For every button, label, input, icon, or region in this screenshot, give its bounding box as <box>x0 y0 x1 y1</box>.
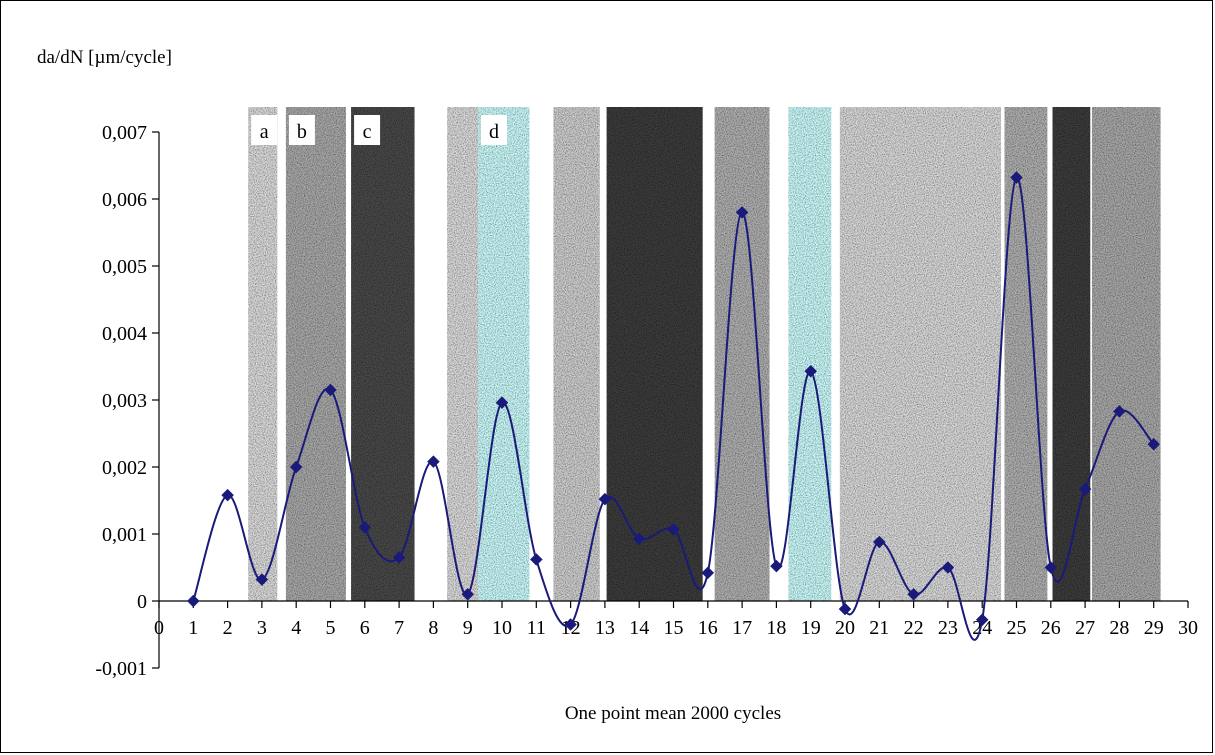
data-point <box>1010 171 1023 184</box>
band-12 <box>1052 107 1091 601</box>
data-point <box>461 587 475 601</box>
band-label-c: c <box>363 121 372 143</box>
band-5 <box>477 107 530 601</box>
band-7 <box>606 107 703 601</box>
data-point <box>1113 405 1126 418</box>
data-point <box>324 383 337 397</box>
band-2 <box>285 107 346 601</box>
data-point <box>632 532 646 546</box>
y-tick-label: 0,007 <box>102 122 147 144</box>
x-tick-label: 1 <box>188 617 198 639</box>
band-10 <box>839 107 1002 601</box>
x-tick-label: 25 <box>1007 617 1027 639</box>
x-tick-label: 19 <box>801 617 821 639</box>
data-point <box>529 553 543 566</box>
shaded-bands: a b c d <box>248 107 1161 601</box>
x-axis-title: One point mean 2000 cycles <box>565 703 781 724</box>
series-line <box>192 176 1155 641</box>
series-path <box>192 176 1155 641</box>
band-6 <box>553 107 600 601</box>
data-point <box>598 492 612 506</box>
band-label-box-c <box>354 115 381 145</box>
band-label-box-a <box>251 115 278 145</box>
data-point <box>770 559 783 573</box>
band-label-box-b <box>288 115 315 145</box>
data-point <box>1078 482 1092 496</box>
data-point <box>941 561 955 574</box>
data-point <box>564 618 577 631</box>
band-label-d: d <box>489 121 499 143</box>
band-label-b: b <box>297 121 307 143</box>
y-tick-label: 0,001 <box>102 524 147 546</box>
data-point <box>667 522 680 536</box>
y-tick-label: 0,005 <box>102 256 147 278</box>
data-point <box>186 594 200 608</box>
band-8 <box>714 107 770 601</box>
data-point <box>838 602 852 616</box>
data-point <box>735 206 749 219</box>
data-point <box>255 573 269 586</box>
x-tick-label: 30 <box>1178 617 1198 639</box>
x-tick-label: 20 <box>835 617 855 639</box>
x-tick-label: 15 <box>664 617 684 639</box>
band-1 <box>248 107 278 601</box>
x-tick-label: 6 <box>360 617 370 639</box>
x-tick-label: 11 <box>527 617 546 639</box>
band-9 <box>788 107 832 601</box>
x-tick-label: 13 <box>595 617 615 639</box>
x-tick-label: 8 <box>428 617 438 639</box>
data-point <box>804 364 818 378</box>
data-point <box>495 396 509 410</box>
data-point <box>392 551 406 564</box>
band-4 <box>447 107 478 601</box>
band-label-a: a <box>260 121 269 143</box>
y-tick-label: 0,002 <box>102 457 147 479</box>
x-tick-label: 3 <box>257 617 267 639</box>
data-point <box>1044 561 1058 574</box>
data-point <box>907 587 920 601</box>
axes: -0,001 0 0,001 0,002 0,003 0,004 0,005 0,006 0,0… <box>95 122 1198 680</box>
y-tick-label: 0,003 <box>102 390 147 412</box>
x-tick-label: 21 <box>869 617 889 639</box>
band-13 <box>1091 107 1161 601</box>
x-tick-label: 29 <box>1144 617 1164 639</box>
band-11 <box>1004 107 1048 601</box>
x-tick-label: 18 <box>766 617 786 639</box>
data-point <box>221 488 234 502</box>
labels: da/dN [µm/cycle] One point mean 2000 cyc… <box>37 47 781 724</box>
x-tick-label: 16 <box>698 617 718 639</box>
x-tick-label: 26 <box>1041 617 1061 639</box>
x-tick-label: 9 <box>463 617 473 639</box>
data-point <box>872 535 886 549</box>
x-tick-label: 4 <box>291 617 301 639</box>
band-label-box-d <box>480 115 507 145</box>
x-tick-label: 23 <box>938 617 958 639</box>
x-tick-label: 22 <box>904 617 924 639</box>
y-tick-label: 0,006 <box>102 189 147 211</box>
x-tick-label: 28 <box>1109 617 1129 639</box>
x-tick-label: 17 <box>732 617 752 639</box>
data-points <box>186 171 1161 631</box>
data-point <box>701 566 715 580</box>
data-point <box>289 460 303 474</box>
y-tick-label: -0,001 <box>95 658 147 680</box>
y-tick-label: 0,004 <box>102 323 147 345</box>
x-tick-label: 10 <box>492 617 512 639</box>
y-axis-title: da/dN [µm/cycle] <box>37 47 172 68</box>
y-tick-label: 0 <box>137 591 147 613</box>
x-tick-label: 2 <box>223 617 233 639</box>
x-tick-label: 27 <box>1075 617 1095 639</box>
x-tick-label: 5 <box>326 617 336 639</box>
x-tick-label: 14 <box>629 617 649 639</box>
data-point <box>358 520 372 534</box>
x-tick-label: 7 <box>394 617 404 639</box>
data-point <box>427 455 440 468</box>
data-point <box>975 613 989 627</box>
data-point <box>1147 437 1161 451</box>
x-tick-label: 24 <box>972 617 992 639</box>
x-tick-label: 0 <box>154 617 164 639</box>
